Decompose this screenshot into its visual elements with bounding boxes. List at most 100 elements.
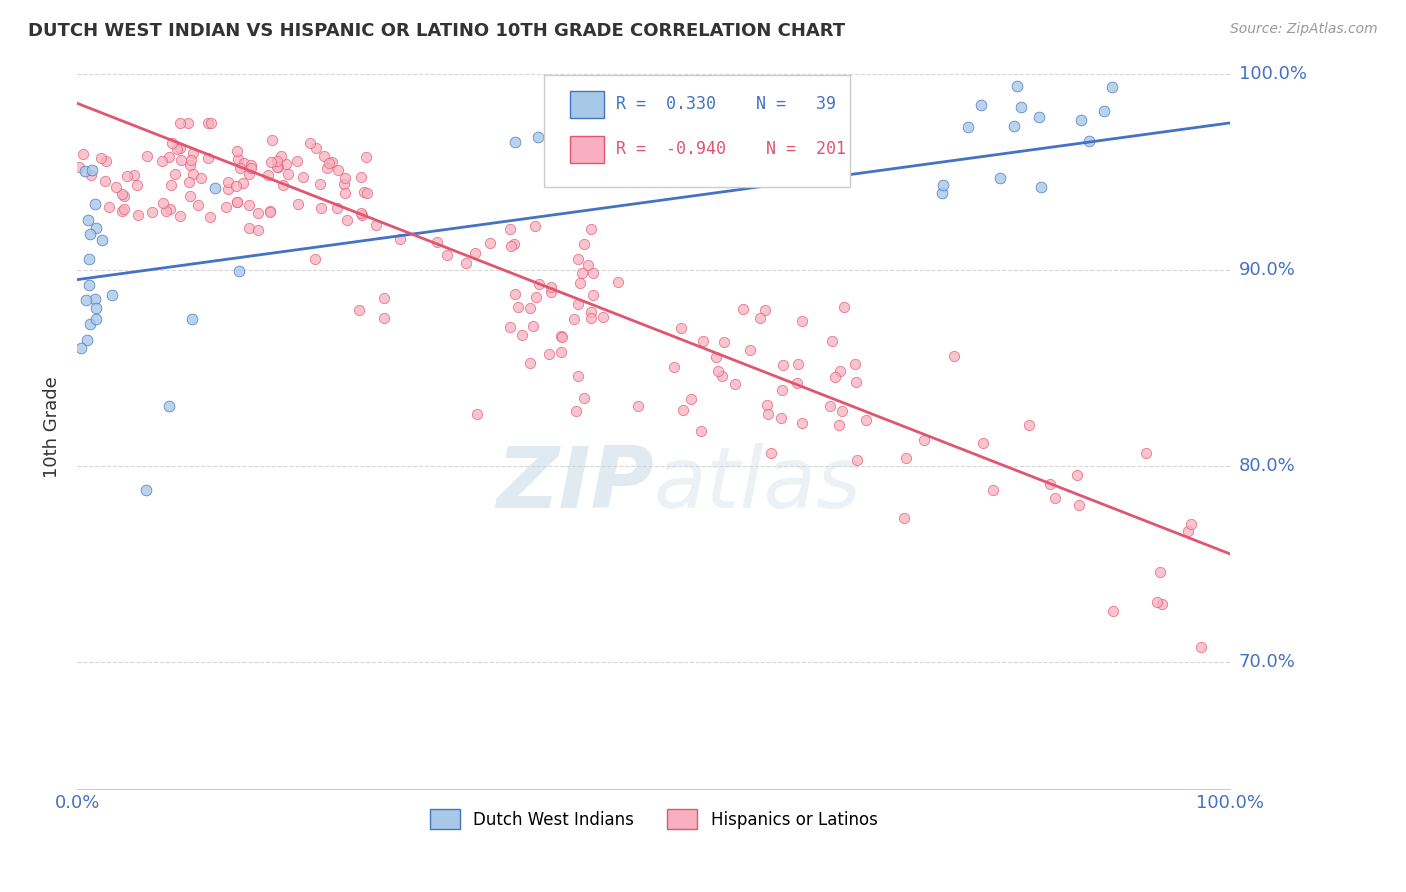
Point — [756, 407, 779, 421]
Point — [111, 187, 134, 202]
Point — [579, 311, 602, 326]
Point — [592, 310, 614, 324]
Point — [100, 288, 122, 302]
Point — [845, 375, 868, 389]
Point — [501, 239, 523, 253]
Text: ZIP: ZIP — [496, 443, 654, 526]
Point — [672, 403, 695, 417]
Point — [508, 301, 530, 315]
Point — [567, 297, 589, 311]
Text: R =  0.330    N =   39: R = 0.330 N = 39 — [616, 95, 835, 113]
Point — [671, 321, 693, 335]
Point — [607, 275, 630, 289]
Point — [266, 153, 288, 168]
Point — [662, 359, 685, 374]
Point — [1007, 78, 1029, 93]
Point — [503, 237, 526, 252]
Point — [1180, 517, 1202, 532]
Point — [844, 357, 866, 371]
Point — [733, 302, 755, 317]
Y-axis label: 10th Grade: 10th Grade — [44, 376, 60, 477]
Point — [247, 206, 270, 220]
Point — [350, 206, 373, 220]
Point — [1101, 80, 1123, 95]
Point — [97, 200, 120, 214]
Point — [260, 155, 283, 169]
Point — [1039, 477, 1062, 491]
Point — [465, 408, 488, 422]
Point — [970, 98, 993, 112]
Point — [229, 161, 252, 176]
Point — [312, 149, 335, 163]
Point — [527, 129, 550, 144]
Point — [1018, 418, 1040, 433]
Text: atlas: atlas — [654, 443, 862, 526]
Point — [181, 311, 204, 326]
Point — [84, 292, 107, 306]
Point — [79, 227, 101, 241]
Point — [912, 434, 935, 448]
Point — [942, 349, 965, 363]
Point — [1102, 604, 1125, 618]
Point — [226, 194, 249, 209]
Text: 90.0%: 90.0% — [1239, 260, 1295, 279]
Point — [228, 264, 250, 278]
Point — [981, 483, 1004, 498]
Point — [262, 133, 284, 147]
Point — [304, 252, 326, 266]
Text: R =  -0.940    N =  201: R = -0.940 N = 201 — [616, 140, 845, 158]
Point — [786, 376, 808, 390]
Point — [86, 312, 108, 326]
Point — [690, 424, 713, 438]
Point — [181, 145, 204, 160]
Point — [187, 198, 209, 212]
Point — [166, 142, 188, 156]
Point — [1189, 640, 1212, 654]
Point — [238, 220, 260, 235]
Point — [180, 153, 202, 167]
Point — [565, 403, 588, 417]
Point — [75, 293, 97, 307]
Point — [748, 310, 770, 325]
Point — [527, 277, 550, 291]
Point — [305, 140, 328, 154]
Point — [76, 333, 98, 347]
Point — [786, 357, 808, 371]
Point — [333, 177, 356, 191]
Point — [217, 182, 239, 196]
Point — [523, 219, 546, 234]
Point — [388, 232, 411, 246]
Point — [200, 116, 222, 130]
Point — [845, 453, 868, 467]
Point — [436, 248, 458, 262]
Point — [1092, 104, 1115, 119]
Point — [988, 170, 1011, 185]
Point — [136, 149, 159, 163]
Point — [160, 136, 183, 151]
Point — [127, 208, 149, 222]
Point — [972, 435, 994, 450]
Point — [1043, 491, 1066, 505]
Point — [190, 171, 212, 186]
Point — [792, 314, 814, 328]
Point — [1070, 112, 1092, 127]
Point — [740, 343, 762, 357]
Point — [582, 267, 605, 281]
Point — [347, 302, 370, 317]
Point — [572, 391, 595, 405]
Point — [267, 161, 290, 175]
Point — [831, 404, 853, 418]
Point — [1066, 468, 1088, 483]
Point — [247, 223, 270, 237]
Point — [328, 162, 350, 177]
Point — [894, 451, 917, 466]
Point — [226, 144, 249, 158]
Point — [582, 287, 605, 301]
Point — [824, 370, 846, 384]
Point — [271, 178, 294, 193]
Point — [155, 203, 177, 218]
Point — [150, 154, 173, 169]
Point — [157, 150, 180, 164]
Point — [571, 267, 593, 281]
Point — [479, 235, 502, 250]
